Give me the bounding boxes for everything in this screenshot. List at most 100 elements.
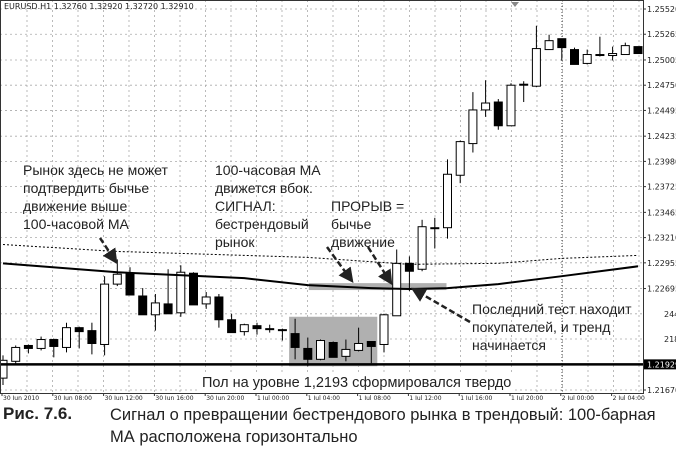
candle-bull bbox=[519, 83, 529, 86]
annotation-line: ПРОРЫВ = bbox=[331, 198, 405, 214]
candle-bear bbox=[277, 329, 287, 332]
candle-bull bbox=[608, 53, 618, 57]
annotation-line: бычье bbox=[331, 216, 372, 232]
candle-bear bbox=[138, 295, 148, 316]
symbol-header: EURUSD.H1 1.32760 1.32920 1.32720 1.3291… bbox=[4, 2, 194, 11]
candle-bull bbox=[316, 340, 325, 360]
x-tick-label: 30 Jun 12:00 bbox=[105, 395, 143, 400]
candle-bear bbox=[189, 272, 198, 306]
candle-bear bbox=[87, 330, 97, 344]
candle-bull bbox=[150, 302, 160, 316]
annotation-line: движение bbox=[331, 234, 395, 250]
y-tick-label: 1.21670 bbox=[647, 386, 676, 395]
annotation-floor: Пол на уровне 1,2193 сформировался тверд… bbox=[200, 374, 514, 392]
candle-bull bbox=[100, 283, 110, 345]
annotation-sideways: 100-часовая МА движется вбок. СИГНАЛ: бе… bbox=[215, 161, 321, 251]
y-tick-label: 1.23725 bbox=[647, 183, 676, 192]
y-tick-label: 1.22695 bbox=[647, 285, 676, 294]
candle-bear bbox=[430, 227, 440, 230]
candle-bull bbox=[455, 141, 465, 176]
annotation-line: движется вбок. bbox=[215, 180, 313, 196]
annotation-line: СИГНАЛ: bbox=[215, 198, 276, 214]
plot-frame bbox=[0, 0, 644, 394]
y-tick-label: 1.23465 bbox=[647, 208, 676, 217]
candle-bear bbox=[404, 262, 414, 272]
candle-bull bbox=[481, 102, 491, 111]
candle-bull bbox=[531, 48, 541, 87]
candle-bear bbox=[366, 341, 376, 347]
current-price-marker bbox=[644, 359, 676, 370]
candle-bull bbox=[417, 226, 427, 270]
candle-bull bbox=[582, 54, 592, 64]
y-tick-label: 1.24495 bbox=[647, 106, 676, 115]
annotation-line: движение выше bbox=[23, 198, 128, 214]
annotation-line: покупателей, и тренд bbox=[472, 319, 611, 335]
candle-bear bbox=[214, 296, 224, 321]
dashed-arrow-icon bbox=[325, 246, 354, 284]
candle-bull bbox=[36, 339, 46, 349]
x-tick-label: 2 Jul 04:00 bbox=[613, 395, 645, 400]
x-tick-label: 30 Jun 2010 bbox=[3, 395, 39, 400]
annotation-line: 100-часовой МА bbox=[23, 216, 129, 232]
figure-caption: Сигнал о превращении бестрендового рынка… bbox=[110, 406, 656, 446]
candle-bull bbox=[544, 40, 554, 51]
candle-bear bbox=[49, 339, 59, 347]
y-tick-label: 1.21929 bbox=[647, 360, 676, 369]
candle-bull bbox=[379, 314, 389, 345]
candle-bull bbox=[62, 327, 71, 348]
candle-bull bbox=[341, 348, 351, 357]
annotation-line: подтвердить бычье bbox=[23, 180, 150, 196]
candle-bear bbox=[265, 328, 275, 331]
candle-bull bbox=[239, 324, 249, 333]
y-tick-label: 2185 bbox=[664, 335, 676, 344]
annotation-arrows bbox=[98, 237, 471, 324]
y-tick-label: 1.24750 bbox=[647, 81, 676, 90]
candlestick-chart: 1.25520 1.25265 1.25005 1.24750 1.24495 1.242… bbox=[0, 0, 676, 400]
candle-bull bbox=[11, 346, 21, 362]
dashed-arrow-icon bbox=[366, 246, 393, 286]
candles bbox=[0, 25, 643, 386]
candle-bear bbox=[493, 101, 503, 127]
x-tick-label: 1 Jul 16:00 bbox=[460, 395, 492, 400]
y-tick-label: 2440 bbox=[664, 310, 676, 319]
highlight-zones bbox=[289, 283, 447, 367]
annotation-line: бестрендовый bbox=[215, 216, 309, 232]
candle-bear bbox=[290, 333, 300, 348]
annotation-no-confirm: Рынок здесь не может подтвердить бычье д… bbox=[23, 161, 168, 233]
candle-bull bbox=[176, 271, 186, 314]
annotation-last-test: Последний тест находит покупателей, и тр… bbox=[472, 300, 632, 354]
candle-bull bbox=[468, 109, 478, 145]
candle-bull bbox=[595, 54, 605, 57]
candle-bull bbox=[620, 45, 630, 56]
dashed-arrow-icon bbox=[98, 237, 118, 265]
y-tick-label: 1.25265 bbox=[647, 30, 676, 39]
candle-bear bbox=[227, 319, 237, 334]
y-tick-label: 1.25520 bbox=[647, 5, 676, 14]
annotation-line: 100-часовая МА bbox=[215, 162, 321, 178]
annotation-line: Рынок здесь не может bbox=[23, 162, 168, 178]
y-tick-label: 1.25005 bbox=[647, 56, 676, 65]
candle-bear bbox=[163, 303, 173, 315]
annotation-line: рынок bbox=[215, 234, 255, 250]
indicator-lines bbox=[0, 244, 643, 366]
x-tick-label: 1 Jul 04:00 bbox=[308, 395, 340, 400]
x-tick-label: 30 Jun 16:00 bbox=[155, 395, 193, 400]
candle-bull bbox=[112, 273, 122, 285]
candle-bear bbox=[23, 344, 33, 349]
y-tick-label: 1.23210 bbox=[647, 234, 676, 243]
ma-test-band bbox=[308, 283, 447, 291]
x-tick-label: 1 Jul 20:00 bbox=[511, 395, 543, 400]
figure-number: Рис. 7.6. bbox=[3, 404, 73, 423]
annotation-line: начинается bbox=[472, 337, 546, 353]
candle-bear bbox=[570, 49, 579, 65]
candle-bull bbox=[201, 296, 211, 305]
consolidation-zone bbox=[289, 316, 378, 367]
candle-bear bbox=[125, 272, 135, 296]
scroll-marker-icon bbox=[511, 2, 519, 7]
candle-bear bbox=[328, 341, 338, 358]
axes: 1.25520 1.25265 1.25005 1.24750 1.24495 1.242… bbox=[0, 0, 676, 400]
candle-bear bbox=[303, 347, 313, 360]
x-tick-label: 30 Jun 20:00 bbox=[206, 395, 244, 400]
y-tick-label: 1.24235 bbox=[647, 132, 676, 141]
